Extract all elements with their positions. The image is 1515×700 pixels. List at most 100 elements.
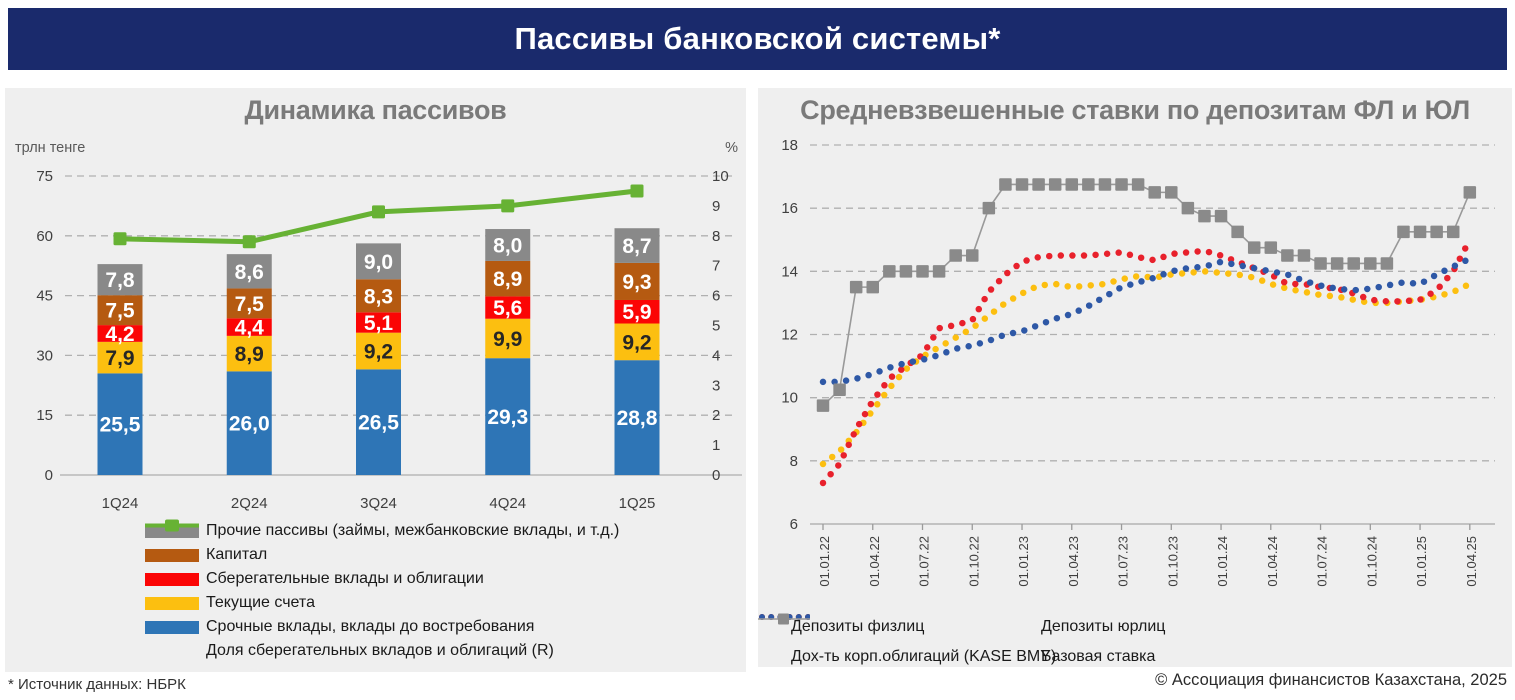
base-rate-marker: [849, 280, 863, 294]
base-rate-marker: [1214, 209, 1228, 223]
legend-label: Прочие пассивы (займы, межбанковские вкл…: [206, 522, 620, 539]
legend-item: Базовая ставка: [758, 613, 1156, 666]
base-rate-marker: [932, 265, 946, 278]
bar-value-label: 9,0: [364, 251, 393, 274]
left-chart-legend: Прочие пассивы (займы, межбанковские вкл…: [145, 519, 619, 663]
y-axis-tick-label: 45: [36, 288, 53, 305]
base-rate-marker: [1015, 178, 1029, 191]
y-axis-tick-label: 10: [781, 390, 798, 407]
main-title: Пассивы банковской системы*: [514, 21, 1001, 56]
bar-value-label: 5,6: [493, 297, 522, 320]
date-label: 01.01.24: [1215, 536, 1230, 587]
share-line-marker: [113, 232, 127, 246]
base-rate-marker: [1380, 257, 1394, 270]
base-rate-marker: [1347, 257, 1360, 270]
date-label: 01.04.25: [1464, 536, 1479, 587]
bar-segment: [226, 288, 272, 319]
y-axis-tick-label: 0: [712, 467, 720, 484]
legend-item: Депозиты юрлиц: [759, 614, 1165, 636]
y-axis-tick-label: 5: [712, 318, 720, 335]
bar-value-label: 7,8: [105, 269, 135, 292]
date-label: 01.10.23: [1165, 536, 1180, 587]
category-label: 1Q25: [619, 495, 656, 512]
date-label: 01.07.24: [1315, 536, 1330, 587]
y-axis-tick-label: 6: [712, 288, 720, 305]
bar-value-label: 5,1: [364, 312, 394, 335]
date-label: 01.01.23: [1016, 536, 1031, 587]
y-axis-tick-label: 6: [790, 516, 798, 533]
date-label: 01.01.22: [817, 536, 832, 587]
base-rate-marker: [1430, 225, 1443, 239]
bar-value-label: 8,3: [364, 285, 393, 308]
bar-value-label: 7,5: [105, 300, 135, 323]
legend-swatch: [145, 596, 199, 610]
base-rate-marker: [1264, 241, 1278, 254]
base-rate-marker: [1131, 178, 1145, 191]
base-rate-marker: [1231, 225, 1244, 239]
bar-stack-1Q24: 25,5 7,94,27,5 7,8: [97, 264, 143, 475]
base-rate-marker: [966, 249, 979, 262]
bar-value-label: 9,2: [622, 331, 651, 354]
legend-item: Прочие пассивы (займы, межбанковские вкл…: [145, 519, 619, 543]
bar-segment: [614, 360, 660, 475]
base-rate-marker: [1330, 257, 1344, 270]
base-rate-marker: [1446, 225, 1460, 239]
right-axis-tick-labels: 0 1 2 3 4 5 6 7 8 9 10: [712, 168, 729, 484]
panel-liabilities-dynamics: Динамика пассивов трлн тенге % 0 15 30 45 60…: [5, 88, 746, 672]
bar-value-label: 25,5: [100, 414, 141, 437]
legend-swatch: [145, 620, 199, 634]
legend-item: Доля сберегательных вкладов и облигаций …: [145, 519, 619, 663]
bar-value-label: 28,8: [617, 407, 658, 430]
bar-stack-2Q24: 26,0 8,9 4,47,5 8,6: [226, 254, 272, 475]
base-rate-marker: [1065, 178, 1079, 191]
x-axis-tick-labels: 01.01.22 01.04.22 01.07.22 01.10.22 01.01.23…: [817, 536, 1479, 587]
source-note: * Источник данных: НБРК: [8, 676, 186, 693]
bar-value-label: 9,2: [364, 341, 393, 364]
base-rate-marker: [1082, 178, 1095, 191]
bar-segment: [226, 254, 272, 289]
y-axis-tick-label: 15: [36, 407, 53, 424]
y-axis-tick-label: 75: [36, 168, 53, 185]
header-bar: Пассивы банковской системы*: [8, 8, 1507, 70]
legend-label: Базовая ставка: [1041, 648, 1156, 665]
date-label: 01.07.23: [1116, 536, 1131, 587]
base-rate-marker: [999, 178, 1012, 191]
bar-segment: [97, 341, 143, 374]
base-rate-marker: [1181, 201, 1195, 215]
legend-item: Сберегательные вклады и облигации: [145, 567, 619, 591]
bar-stack-1Q25: 28,8 9,2 5,9 9,3 8,7: [614, 228, 660, 475]
date-label: 01.10.24: [1364, 536, 1379, 587]
share-line-marker: [501, 199, 515, 213]
share-line-marker: [242, 235, 256, 249]
bar-value-label: 9,9: [493, 328, 522, 351]
panel-deposit-rates: Средневзвешенные ставки по депозитам ФЛ …: [758, 88, 1512, 667]
bar-segment: [485, 358, 531, 475]
bar-segment: [614, 299, 660, 324]
bar-segment: [97, 373, 143, 475]
base-rate-marker: [1281, 249, 1294, 262]
y-axis-tick-label: 16: [781, 200, 798, 217]
bar-segment: [356, 369, 401, 475]
bar-segment: [226, 335, 272, 372]
base-rate-marker: [1364, 257, 1377, 270]
y-axis-tick-label: 1: [712, 437, 720, 454]
dotted-series: [819, 268, 1474, 468]
bar-segment: [614, 228, 660, 263]
bar-segment: [614, 323, 660, 361]
bar-value-label: 26,5: [358, 412, 399, 435]
y-axis-tick-label: 9: [712, 198, 720, 215]
left-axis-tick-labels: 0 15 30 45 60 75: [36, 168, 53, 484]
bar-segment: [485, 260, 531, 297]
date-label: 01.04.23: [1066, 536, 1081, 587]
right-chart-title: Средневзвешенные ставки по депозитам ФЛ …: [800, 95, 1470, 125]
bar-value-label: 5,9: [622, 301, 651, 324]
legend-swatch: [145, 548, 199, 562]
y-axis-tick-label: 60: [36, 228, 53, 245]
base-rate-marker: [1413, 225, 1427, 239]
bar-value-label: 8,7: [622, 235, 651, 258]
y-axis-tick-label: 14: [781, 263, 798, 280]
legend-item: Срочные вклады, вклады до востребования: [145, 615, 619, 639]
base-rate-marker: [916, 265, 929, 278]
share-line-marker: [372, 205, 385, 219]
base-rate-marker: [1397, 225, 1410, 239]
